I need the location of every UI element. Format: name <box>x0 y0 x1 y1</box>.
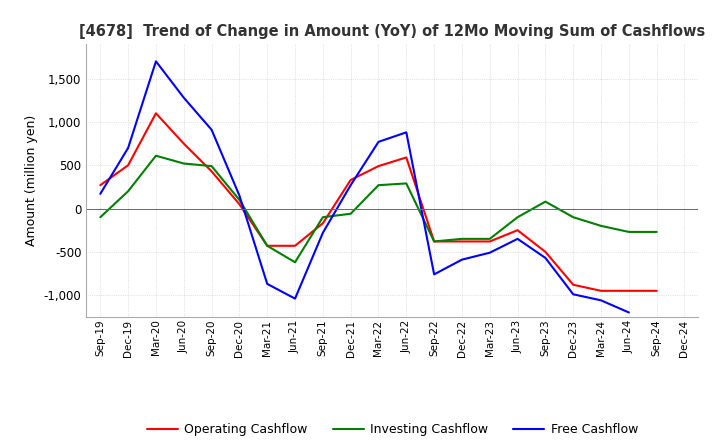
Free Cashflow <box>458 257 467 262</box>
Operating Cashflow <box>513 227 522 233</box>
Free Cashflow <box>291 296 300 301</box>
Investing Cashflow <box>597 223 606 228</box>
Investing Cashflow <box>485 236 494 242</box>
Operating Cashflow <box>402 155 410 160</box>
Free Cashflow <box>402 130 410 135</box>
Free Cashflow <box>235 193 243 198</box>
Investing Cashflow <box>318 215 327 220</box>
Operating Cashflow <box>96 183 104 188</box>
Investing Cashflow <box>96 215 104 220</box>
Investing Cashflow <box>291 260 300 265</box>
Investing Cashflow <box>624 229 633 235</box>
Investing Cashflow <box>430 239 438 244</box>
Operating Cashflow <box>291 243 300 249</box>
Investing Cashflow <box>569 215 577 220</box>
Operating Cashflow <box>569 282 577 287</box>
Legend: Operating Cashflow, Investing Cashflow, Free Cashflow: Operating Cashflow, Investing Cashflow, … <box>142 418 643 440</box>
Free Cashflow <box>96 191 104 197</box>
Investing Cashflow <box>235 197 243 202</box>
Free Cashflow <box>152 59 161 64</box>
Operating Cashflow <box>458 239 467 244</box>
Investing Cashflow <box>374 183 383 188</box>
Free Cashflow <box>263 281 271 286</box>
Free Cashflow <box>597 298 606 303</box>
Investing Cashflow <box>541 199 550 204</box>
Free Cashflow <box>318 230 327 235</box>
Investing Cashflow <box>402 181 410 186</box>
Operating Cashflow <box>207 169 216 174</box>
Free Cashflow <box>179 95 188 100</box>
Investing Cashflow <box>207 164 216 169</box>
Operating Cashflow <box>624 288 633 293</box>
Y-axis label: Amount (million yen): Amount (million yen) <box>25 115 38 246</box>
Free Cashflow <box>346 183 355 188</box>
Operating Cashflow <box>652 288 661 293</box>
Free Cashflow <box>485 250 494 255</box>
Operating Cashflow <box>263 243 271 249</box>
Investing Cashflow <box>513 215 522 220</box>
Line: Operating Cashflow: Operating Cashflow <box>100 113 657 291</box>
Investing Cashflow <box>263 243 271 249</box>
Investing Cashflow <box>458 236 467 242</box>
Investing Cashflow <box>652 229 661 235</box>
Investing Cashflow <box>152 153 161 158</box>
Free Cashflow <box>569 292 577 297</box>
Investing Cashflow <box>346 211 355 216</box>
Free Cashflow <box>374 139 383 144</box>
Operating Cashflow <box>374 164 383 169</box>
Free Cashflow <box>124 145 132 150</box>
Free Cashflow <box>624 310 633 315</box>
Title: [4678]  Trend of Change in Amount (YoY) of 12Mo Moving Sum of Cashflows: [4678] Trend of Change in Amount (YoY) o… <box>79 24 706 39</box>
Operating Cashflow <box>597 288 606 293</box>
Line: Investing Cashflow: Investing Cashflow <box>100 156 657 262</box>
Operating Cashflow <box>152 110 161 116</box>
Line: Free Cashflow: Free Cashflow <box>100 61 629 312</box>
Free Cashflow <box>207 127 216 132</box>
Investing Cashflow <box>179 161 188 166</box>
Operating Cashflow <box>124 163 132 168</box>
Operating Cashflow <box>318 220 327 226</box>
Operating Cashflow <box>235 202 243 207</box>
Operating Cashflow <box>430 239 438 244</box>
Free Cashflow <box>541 255 550 260</box>
Investing Cashflow <box>124 189 132 194</box>
Free Cashflow <box>430 272 438 277</box>
Operating Cashflow <box>346 177 355 183</box>
Operating Cashflow <box>179 141 188 146</box>
Free Cashflow <box>513 236 522 242</box>
Operating Cashflow <box>541 249 550 254</box>
Operating Cashflow <box>485 239 494 244</box>
